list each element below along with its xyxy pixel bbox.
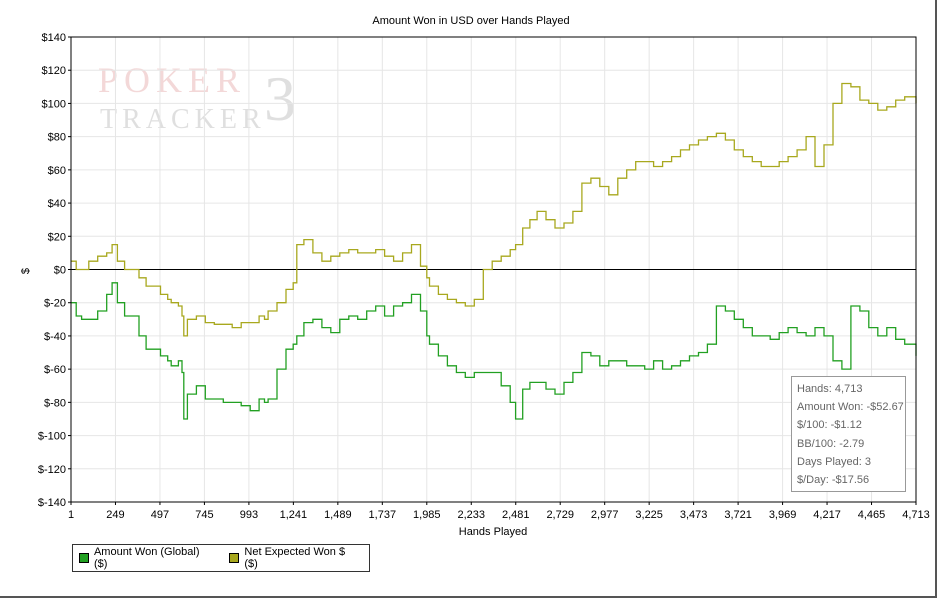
y-tick-label: $-140	[38, 497, 66, 509]
y-tick-label: $20	[48, 231, 66, 243]
y-tick-label: $80	[48, 132, 66, 144]
stat-days-played: Days Played: 3	[797, 455, 871, 468]
x-axis-label: Hands Played	[459, 526, 528, 538]
y-tick-label: $60	[48, 165, 66, 177]
watermark-numeral: 3	[264, 63, 296, 134]
x-tick-label: 2,233	[457, 509, 485, 521]
y-tick-labels: $140 $120 $100 $80 $60 $40 $20 $0 $-20 $-40 $-60 $-…	[38, 32, 71, 509]
x-tick-label: 3,225	[635, 509, 663, 521]
stat-bb-per-100: BB/100: -2.79	[797, 437, 865, 450]
x-tick-label: 497	[151, 509, 169, 521]
x-tick-label: 249	[106, 509, 124, 521]
y-tick-label: $-20	[44, 298, 66, 310]
y-tick-label: $-120	[38, 464, 66, 476]
series-line-net-expected	[71, 82, 917, 337]
x-tick-label: 2,977	[591, 509, 619, 521]
watermark-word-poker: POKER	[98, 60, 246, 100]
x-tick-label: 3,969	[769, 509, 797, 521]
x-tick-label: 993	[240, 509, 258, 521]
x-tick-label: 2,481	[502, 509, 530, 521]
y-tick-label: $120	[42, 65, 66, 77]
x-tick-label: 4,217	[813, 509, 841, 521]
stat-per-day: $/Day: -$17.56	[797, 474, 870, 487]
y-tick-label: $100	[42, 98, 66, 110]
x-tick-label: 1,241	[280, 509, 308, 521]
x-tick-label: 4,465	[858, 509, 886, 521]
y-tick-label: $0	[54, 265, 66, 277]
y-tick-label: $140	[42, 32, 66, 44]
x-tick-label: 3,721	[724, 509, 752, 521]
x-tick-label: 745	[195, 509, 213, 521]
series-layer	[71, 82, 917, 420]
y-tick-label: $-100	[38, 431, 66, 443]
series-line-amount-won	[71, 282, 917, 420]
x-tick-label: 3,473	[680, 509, 708, 521]
chart-legend: Amount Won (Global) ($) Net Expected Won…	[72, 544, 370, 572]
watermark-word-tracker: TRACKER	[100, 104, 266, 135]
chart-title: Amount Won in USD over Hands Played	[372, 15, 569, 27]
x-tick-labels: 1 249 497 745 993 1,241 1,489 1,737 1,985 2,233 2,…	[68, 502, 930, 521]
x-tick-label: 4,713	[902, 509, 930, 521]
pokertracker-logo-watermark: POKER TRACKER 3	[98, 60, 296, 135]
x-tick-label: 1	[68, 509, 74, 521]
stat-hands: Hands: 4,713	[797, 383, 863, 395]
stats-summary-box: Hands: 4,713 Amount Won: -$52.67 $/100: …	[791, 376, 906, 492]
legend-item-net-expected[interactable]: Net Expected Won $ ($)	[229, 546, 361, 570]
legend-label-net-expected: Net Expected Won $ ($)	[244, 546, 346, 570]
stat-amount-won: Amount Won: -$52.67	[797, 401, 904, 414]
legend-swatch-green	[79, 553, 89, 563]
x-tick-label: 1,489	[324, 509, 352, 521]
legend-label-amount-won: Amount Won (Global) ($)	[93, 546, 200, 570]
x-tick-label: 1,985	[413, 509, 441, 521]
y-tick-label: $40	[48, 198, 66, 210]
legend-item-amount-won[interactable]: Amount Won (Global) ($)	[79, 546, 215, 570]
stat-per-100: $/100: -$1.12	[797, 419, 862, 432]
y-axis-label: $	[20, 268, 32, 274]
x-tick-label: 1,737	[369, 509, 397, 521]
x-tick-label: 2,729	[546, 509, 574, 521]
y-tick-label: $-40	[44, 331, 66, 343]
y-tick-label: $-80	[44, 397, 66, 409]
legend-swatch-olive	[229, 553, 240, 563]
y-tick-label: $-60	[44, 364, 66, 376]
